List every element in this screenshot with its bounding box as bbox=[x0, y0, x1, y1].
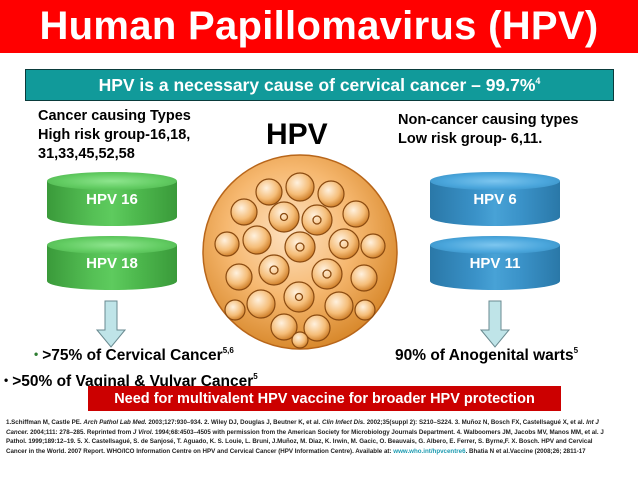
ref-text: Cancer in the World. 2007 Report. WHO/IC… bbox=[6, 447, 394, 455]
hpv6-disk: HPV 6 bbox=[430, 172, 560, 226]
high-risk-heading-line: High risk group-16,18, bbox=[38, 127, 191, 143]
down-arrow-icon bbox=[480, 300, 510, 348]
outcome-text: >75% of Cervical Cancer bbox=[42, 347, 223, 364]
hpv16-disk: HPV 16 bbox=[47, 172, 177, 226]
high-risk-heading-line: 31,33,45,52,58 bbox=[38, 146, 135, 162]
ref-text: Pathol. 1999;189:12–19. 5. X. Castellsag… bbox=[6, 438, 593, 446]
reference-line: 1.Schiffman M, Castle PE. Arch Pathol La… bbox=[6, 418, 636, 428]
bullet-dot-icon: • bbox=[34, 347, 39, 361]
reference-line: Cancer in the World. 2007 Report. WHO/IC… bbox=[6, 447, 636, 457]
outcome-text: 90% of Anogenital warts bbox=[395, 347, 574, 364]
ref-text: . Bhatia N et al.Vaccine (2008;26; 2811-… bbox=[465, 447, 586, 455]
high-risk-outcomes: • >75% of Cervical Cancer5,6 • >50% of Vag… bbox=[0, 340, 330, 392]
outcome-text: >50% of Vaginal & Vulvar Cancer bbox=[12, 373, 254, 390]
ref-text: 1.Schiffman M, Castle PE. bbox=[6, 419, 84, 426]
title-bar: Human Papillomavirus (HPV) bbox=[0, 0, 638, 53]
ref-text: 2004;111: 278–285. Reprinted from bbox=[28, 428, 133, 436]
ref-journal: Clin Infect Dis. bbox=[321, 419, 365, 426]
footnote-ref: 5 bbox=[573, 346, 579, 355]
outcome-bullet: • >50% of Vaginal & Vulvar Cancer5 bbox=[0, 366, 330, 392]
hpv11-disk: HPV 11 bbox=[430, 236, 560, 290]
reference-line: Cancer. 2004;111: 278–285. Reprinted fro… bbox=[6, 428, 636, 438]
hpv16-label: HPV 16 bbox=[86, 191, 138, 208]
outcome-bullet: • >75% of Cervical Cancer5,6 bbox=[0, 340, 330, 366]
ref-text: 2002;35(suppl 2): S210–S224. 3. Muñoz N,… bbox=[364, 419, 587, 426]
footnote-ref: 5 bbox=[253, 372, 258, 381]
hpv-center-label: HPV bbox=[266, 118, 328, 151]
banner-text-main: HPV is a necessary cause of cervical can… bbox=[98, 74, 536, 95]
high-risk-heading: Cancer causing Types High risk group-16,… bbox=[38, 107, 238, 164]
low-risk-heading-line: Non-cancer causing types bbox=[398, 112, 579, 128]
who-hpv-centre-link[interactable]: www.who.int/hpvcentre6 bbox=[393, 447, 466, 455]
footnote-ref: 5,6 bbox=[222, 346, 234, 355]
low-risk-outcome: 90% of Anogenital warts5 bbox=[395, 346, 578, 365]
reference-line: Pathol. 1999;189:12–19. 5. X. Castellsag… bbox=[6, 437, 636, 447]
low-risk-heading-line: Low risk group- 6,11. bbox=[398, 131, 543, 147]
references: 1.Schiffman M, Castle PE. Arch Pathol La… bbox=[6, 418, 636, 456]
ref-text: 1994;68:4503–4505 with permission from t… bbox=[153, 428, 604, 436]
ref-journal: Int J bbox=[586, 419, 599, 426]
hpv6-label: HPV 6 bbox=[473, 191, 517, 208]
ref-journal: Arch Pathol Lab Med. bbox=[83, 419, 147, 426]
hpv-virus-illustration bbox=[202, 154, 398, 350]
ref-journal: J Virol. bbox=[132, 428, 154, 436]
bullet-dot-icon: • bbox=[4, 373, 9, 387]
hpv11-label: HPV 11 bbox=[469, 255, 521, 272]
vaccine-callout-text: Need for multivalent HPV vaccine for bro… bbox=[114, 390, 535, 407]
hpv18-disk: HPV 18 bbox=[47, 236, 177, 290]
banner-text: HPV is a necessary cause of cervical can… bbox=[99, 75, 541, 96]
high-risk-heading-line: Cancer causing Types bbox=[38, 108, 191, 124]
vaccine-callout: Need for multivalent HPV vaccine for bro… bbox=[88, 386, 561, 411]
key-fact-banner: HPV is a necessary cause of cervical can… bbox=[25, 69, 614, 101]
ref-text: 2003;127:930–934. 2. Wiley DJ, Douglas J… bbox=[146, 419, 322, 426]
down-arrow-icon bbox=[96, 300, 126, 348]
low-risk-heading: Non-cancer causing types Low risk group-… bbox=[398, 111, 638, 149]
slide-title: Human Papillomavirus (HPV) bbox=[39, 4, 599, 48]
banner-footnote-ref: 4 bbox=[535, 75, 541, 86]
hpv18-label: HPV 18 bbox=[86, 255, 138, 272]
ref-journal: Cancer. bbox=[6, 428, 29, 436]
